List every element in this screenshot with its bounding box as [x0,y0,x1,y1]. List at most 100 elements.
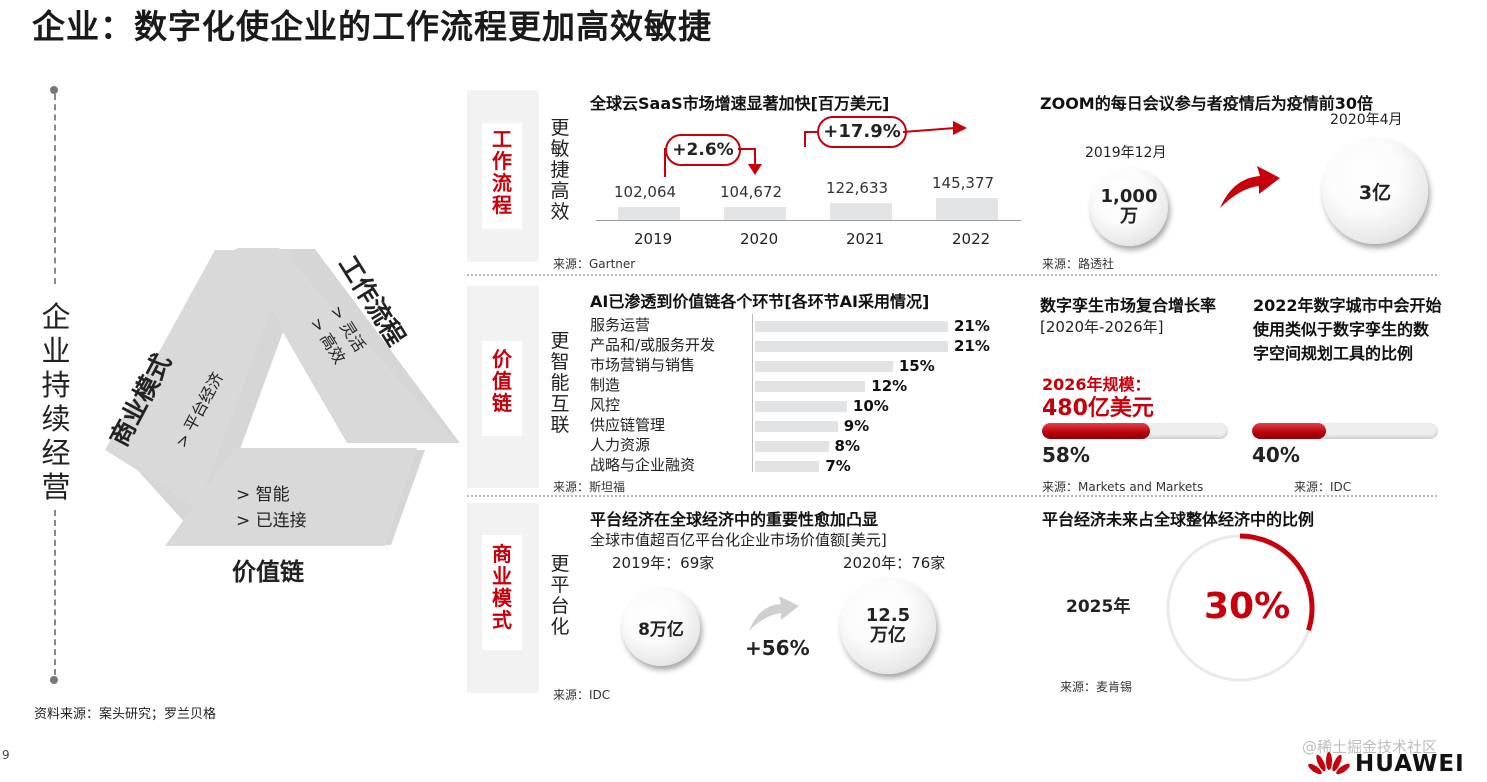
ai-bar [755,441,829,452]
zoom-value-1-ball: 1,000万 [1090,168,1168,246]
triangle-shapes [105,248,457,546]
page-number: 9 [2,748,10,762]
vertical-title: 企业持续经营 [41,300,71,504]
ai-bar [755,341,948,352]
city-source: 来源：IDC [1294,480,1352,494]
saas-value-label: 102,064 [614,183,677,202]
platform-title: 平台经济在全球经济中的重要性愈加凸显 [590,510,879,529]
ai-category-label: 产品和/或服务开发 [590,336,716,354]
ai-pct-label: 10% [852,397,889,415]
zoom-title: ZOOM的每日会议参与者疫情后为疫情前30倍 [1040,94,1373,113]
saas-year-label: 2019 [634,230,673,248]
zoom-source: 来源：路透社 [1042,257,1115,271]
share-title: 平台经济未来占全球整体经济中的比例 [1042,510,1315,529]
ai-pct-label: 7% [825,457,851,475]
platform-subtitle: 全球市值超百亿平台化企业市场价值额[美元] [590,531,887,549]
workflow-side-panel: 工作流程 [467,90,539,262]
saas-year-label: 2020 [740,230,779,248]
saas-bar-2020 [724,206,786,220]
business-side-label: 商业模式 [492,542,512,632]
row-separator-2 [467,495,1437,497]
ai-axis [752,314,753,472]
value-chain-side-label: 价值链 [492,347,512,415]
ai-pct-label: 21% [954,337,990,355]
growth-arrows [664,121,967,177]
saas-axis-line [596,220,1021,221]
saas-year-label: 2022 [952,230,991,248]
huawei-logo-icon [1308,752,1350,775]
saas-year-label: 2021 [846,230,885,248]
value-chain-label: 价值链 [232,558,304,586]
value-item-connected: > 已连接 [236,511,307,531]
saas-value-label: 104,672 [720,182,783,201]
business-sub-label: 更平台化 [550,553,570,638]
business-side-panel: 商业模式 [467,503,539,693]
platform-value-2-ball: 12.5万亿 [840,578,936,674]
ai-pct-label: 9% [843,417,870,435]
twin-source: 来源：Markets and Markets [1042,480,1204,494]
axis-line-bottom [54,510,56,675]
twin-progress-bar [1042,423,1228,439]
ai-category-label: 战略与企业融资 [590,456,696,474]
platform-year-1: 2019年：69家 [612,554,715,572]
left-source: 资料来源：案头研究；罗兰贝格 [34,707,217,722]
value-item-smart: > 智能 [236,485,290,505]
share-year: 2025年 [1066,597,1131,617]
ai-bar [755,461,820,472]
page-title: 企业：数字化使企业的工作流程更加高效敏捷 [32,7,712,46]
saas-bar-2021 [830,202,892,220]
city-title-line-1: 2022年数字城市中会开始 [1253,296,1442,315]
ai-pct-label: 15% [898,357,935,375]
ai-pct-label: 8% [834,437,860,455]
platform-growth-arrow-icon [749,596,799,631]
ai-category-label: 制造 [590,376,621,394]
ai-category-label: 风控 [590,396,621,414]
zoom-date-2: 2020年4月 [1330,112,1403,128]
ai-bar [755,381,866,392]
saas-title: 全球云SaaS市场增速显著加快[百万美元] [590,94,890,113]
row-separator-1 [467,274,1437,276]
saas-bar-2019 [618,207,680,220]
ai-category-label: 人力资源 [590,436,651,454]
ai-category-label: 市场营销与销售 [590,356,696,374]
city-progress-bar [1252,423,1438,439]
ai-bar [755,361,893,372]
twin-period: [2020年-2026年] [1040,318,1164,336]
value-chain-side-panel: 价值链 [467,286,539,488]
ai-bar [755,321,948,332]
share-donut [1166,533,1315,682]
axis-line-top [54,94,56,284]
twin-progress-fill [1042,423,1150,439]
watermark: @稀土掘金技术社区 [1302,738,1438,756]
ai-pct-label: 12% [871,377,908,395]
share-source: 来源：麦肯锡 [1060,680,1133,694]
platform-growth: +56% [745,636,810,660]
saas-bar-2022 [936,198,998,220]
ai-bar [755,421,838,432]
value-chain-sub-label: 更智能互联 [550,330,570,436]
twin-pct-label: 58% [1042,443,1090,467]
ai-title: AI已渗透到价值链各个环节[各环节AI采用情况] [590,292,930,311]
zoom-date-1: 2019年12月 [1085,145,1167,161]
platform-value-1-ball: 8万亿 [622,588,700,666]
ai-pct-label: 21% [954,317,990,335]
platform-source: 来源：IDC [553,688,611,702]
twin-scale-label: 2026年规模： [1042,375,1151,394]
share-pct-label: 30% [1204,586,1291,627]
workflow-sub-label: 更敏捷高效 [550,117,570,223]
city-title-line-3: 字空间规划工具的比例 [1253,344,1414,363]
platform-year-2: 2020年：76家 [843,554,946,572]
city-progress-fill [1252,423,1327,439]
ai-category-label: 供应链管理 [590,416,666,434]
saas-source: 来源：Gartner [553,257,636,271]
ai-category-label: 服务运营 [590,316,651,334]
axis-top-dot [50,86,58,94]
zoom-value-2-ball: 3亿 [1322,138,1428,244]
saas-value-label: 145,377 [932,174,995,192]
workflow-side-label: 工作流程 [492,127,512,217]
huawei-brand: HUAWEI [1355,751,1465,777]
ai-source: 来源：斯坦福 [553,480,626,494]
axis-bottom-dot [50,676,58,684]
twin-title: 数字孪生市场复合增长率 [1040,296,1217,315]
twin-scale-value: 480亿美元 [1042,396,1154,421]
